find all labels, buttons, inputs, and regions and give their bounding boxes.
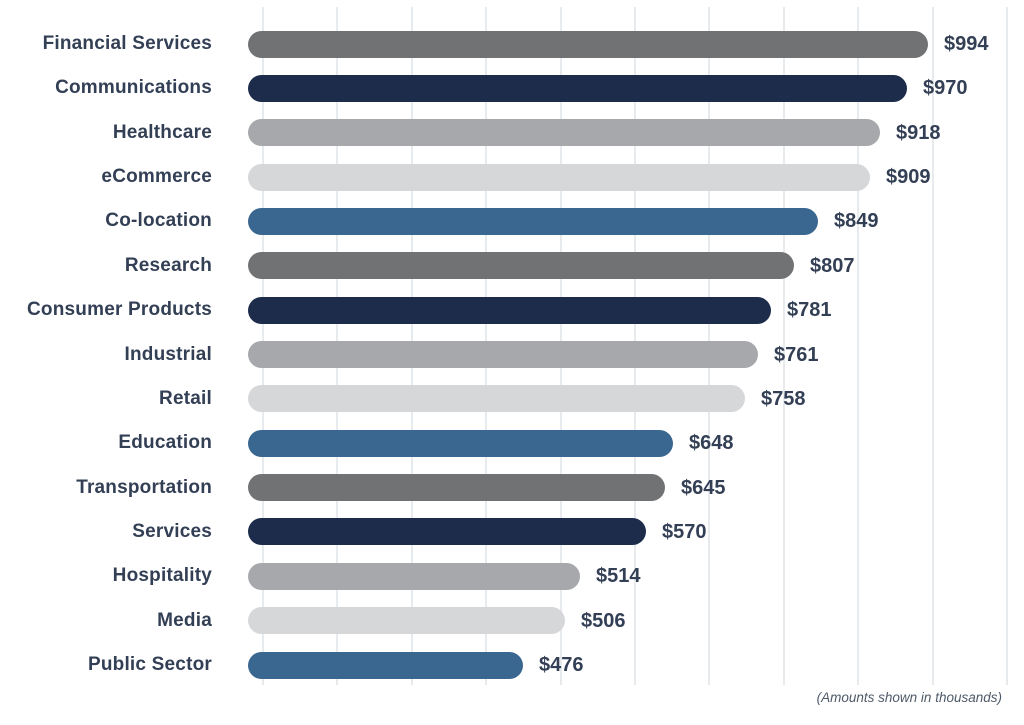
category-label: Hospitality <box>112 565 212 586</box>
category-label: Services <box>132 521 212 542</box>
gridline <box>1006 7 1008 685</box>
bar <box>248 385 745 412</box>
bar <box>248 563 580 590</box>
value-label: $849 <box>834 210 879 232</box>
gridline <box>932 7 934 685</box>
value-label: $909 <box>886 166 931 188</box>
bar <box>248 75 907 102</box>
value-label: $506 <box>581 610 626 632</box>
bar <box>248 474 665 501</box>
category-label: Communications <box>55 77 212 98</box>
category-label: Healthcare <box>112 122 212 143</box>
value-label: $918 <box>896 122 941 144</box>
value-label: $476 <box>539 654 584 676</box>
bar <box>248 31 928 58</box>
category-label: Transportation <box>76 477 212 498</box>
value-label: $761 <box>774 344 819 366</box>
bar <box>248 341 758 368</box>
category-label: Research <box>124 255 212 276</box>
value-label: $758 <box>761 388 806 410</box>
value-label: $645 <box>681 477 726 499</box>
value-label: $994 <box>944 33 989 55</box>
bar <box>248 652 523 679</box>
bar <box>248 297 771 324</box>
bar <box>248 518 646 545</box>
category-label: Retail <box>159 388 212 409</box>
gridline <box>857 7 859 685</box>
value-label: $570 <box>662 521 707 543</box>
bar <box>248 252 794 279</box>
category-label: Co-location <box>105 210 212 231</box>
category-label: Consumer Products <box>27 299 212 320</box>
category-label: Financial Services <box>42 33 212 54</box>
bar <box>248 119 880 146</box>
chart-footnote: (Amounts shown in thousands) <box>816 690 1002 705</box>
bar <box>248 164 870 191</box>
bar <box>248 607 565 634</box>
gridline <box>783 7 785 685</box>
value-label: $514 <box>596 565 641 587</box>
category-label: eCommerce <box>101 166 212 187</box>
category-label: Media <box>157 610 212 631</box>
value-label: $807 <box>810 255 855 277</box>
bar <box>248 430 673 457</box>
category-label: Education <box>118 432 212 453</box>
bar <box>248 208 818 235</box>
category-label: Industrial <box>124 344 212 365</box>
value-label: $648 <box>689 432 734 454</box>
category-label: Public Sector <box>87 654 212 675</box>
value-label: $970 <box>923 77 968 99</box>
value-label: $781 <box>787 299 832 321</box>
